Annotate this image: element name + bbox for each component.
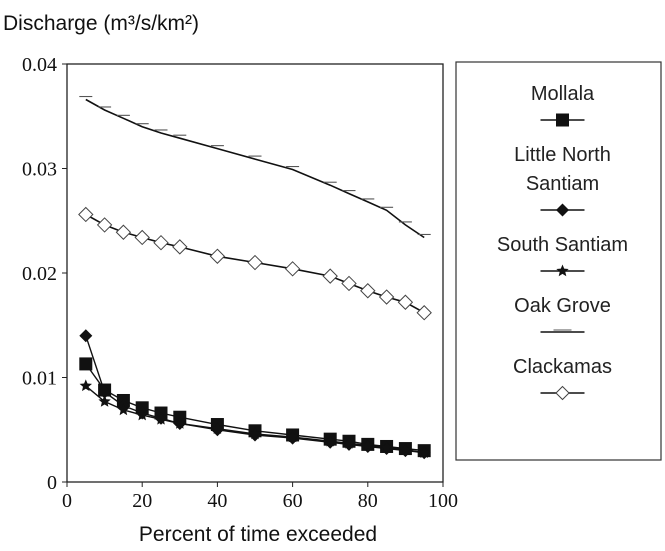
data-point (98, 395, 111, 407)
y-tick-label: 0 (47, 472, 57, 494)
data-point (361, 438, 374, 451)
y-axis-label: Discharge (m³/s/km²) (3, 12, 199, 35)
data-point (284, 261, 301, 277)
x-tick-label: 0 (62, 490, 72, 512)
data-point (115, 224, 132, 240)
legend-label: South Santiam (497, 234, 628, 256)
legend-item: Clackamas (513, 356, 612, 401)
data-point (380, 441, 393, 453)
data-point (248, 427, 262, 440)
data-point (247, 254, 263, 271)
data-point (78, 206, 94, 223)
data-point (211, 422, 224, 434)
legend-marker (556, 264, 569, 277)
series-line (85, 98, 425, 239)
plot-border (66, 63, 444, 483)
data-point (173, 417, 186, 429)
y-tick-label: 0.01 (22, 368, 57, 390)
data-point (418, 446, 431, 458)
data-point (96, 217, 113, 233)
plot-area (66, 63, 444, 483)
legend-label: Oak Grove (514, 295, 611, 317)
y-tick-label: 0.04 (22, 54, 57, 76)
series-layer (78, 95, 432, 460)
series-little-north-santiam (79, 329, 431, 460)
legend-marker (555, 385, 570, 401)
data-point (79, 329, 93, 343)
y-tick-label: 0.02 (22, 263, 57, 285)
data-point (324, 434, 337, 447)
x-tick-label: 100 (428, 490, 458, 512)
series-oak-grove (79, 95, 431, 239)
x-axis-ticks: 0 20 40 60 80 100 (62, 482, 458, 512)
data-point (153, 234, 169, 251)
legend-label: Clackamas (513, 356, 612, 378)
x-tick-label: 40 (207, 490, 227, 512)
data-point (79, 379, 92, 392)
data-point (341, 275, 357, 292)
series-south-santiam (79, 379, 431, 458)
data-point (399, 443, 412, 455)
data-point (322, 268, 338, 284)
y-axis-ticks: 0 0.01 0.02 0.03 0.04 (22, 54, 67, 494)
series-mollala (79, 357, 431, 458)
x-tick-label: 60 (283, 490, 303, 512)
legend-label: Santiam (526, 173, 599, 195)
x-tick-label: 80 (358, 490, 378, 512)
data-point (172, 239, 188, 255)
data-point (98, 385, 112, 399)
x-axis-label: Percent of time exceeded (139, 523, 377, 546)
data-point (360, 283, 376, 299)
legend-item: Mollala (531, 83, 595, 127)
legend-item: Oak Grove (514, 295, 611, 333)
legend-item: Little North Santiam (514, 144, 611, 217)
x-tick-label: 20 (132, 490, 152, 512)
series-clackamas (78, 206, 432, 321)
y-tick-label: 0.03 (22, 159, 57, 181)
legend: Mollala Little North Santiam South Santiam O… (455, 61, 662, 461)
legend-item: South Santiam (497, 234, 628, 277)
data-point (397, 294, 414, 310)
data-point (154, 412, 168, 425)
legend-box (455, 61, 662, 461)
data-point (286, 430, 299, 443)
legend-label: Little North (514, 144, 611, 166)
data-point (209, 248, 226, 264)
legend-label: Mollala (531, 83, 595, 105)
legend-marker (556, 113, 569, 127)
data-point (117, 403, 130, 416)
data-point (342, 436, 356, 449)
legend-marker (556, 203, 569, 217)
data-point (79, 357, 93, 371)
data-point (136, 408, 149, 421)
data-point (378, 289, 395, 305)
data-point (134, 229, 150, 246)
data-point (416, 305, 432, 321)
